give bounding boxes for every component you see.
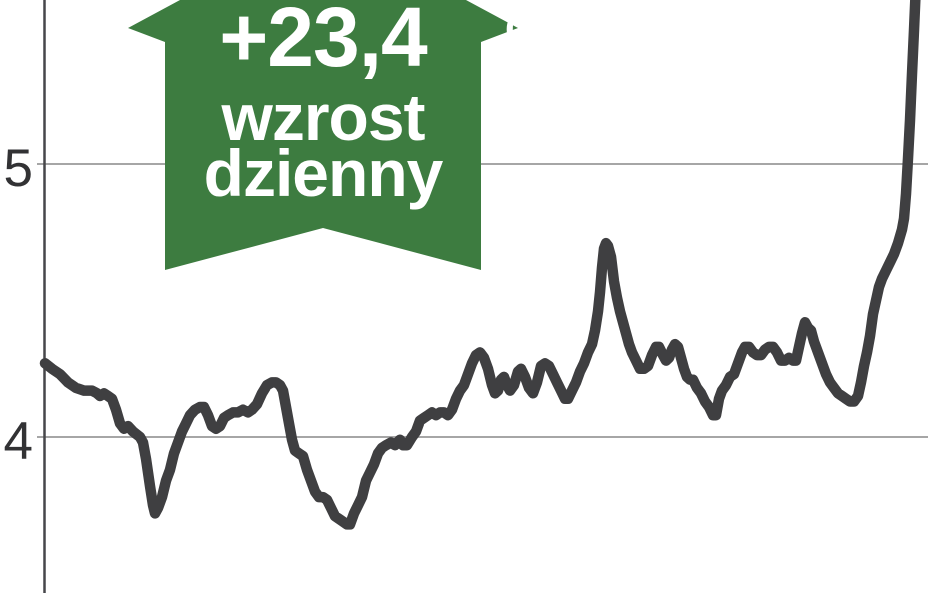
percent-sign: % [505,5,556,70]
y-tick-label-4: 4 [4,412,33,471]
up-arrow-badge: +23,4% wzrost dzienny [128,0,557,270]
badge-subline-2: dzienny [204,136,444,210]
badge-subline-1: wzrost [220,80,425,154]
up-arrow-badge-shape [128,0,518,270]
price-line [39,0,921,530]
badge-headline-value: +23,4 [219,0,428,84]
badge-headline: +23,4% [219,0,556,84]
y-tick-label-5: 5 [4,139,33,198]
